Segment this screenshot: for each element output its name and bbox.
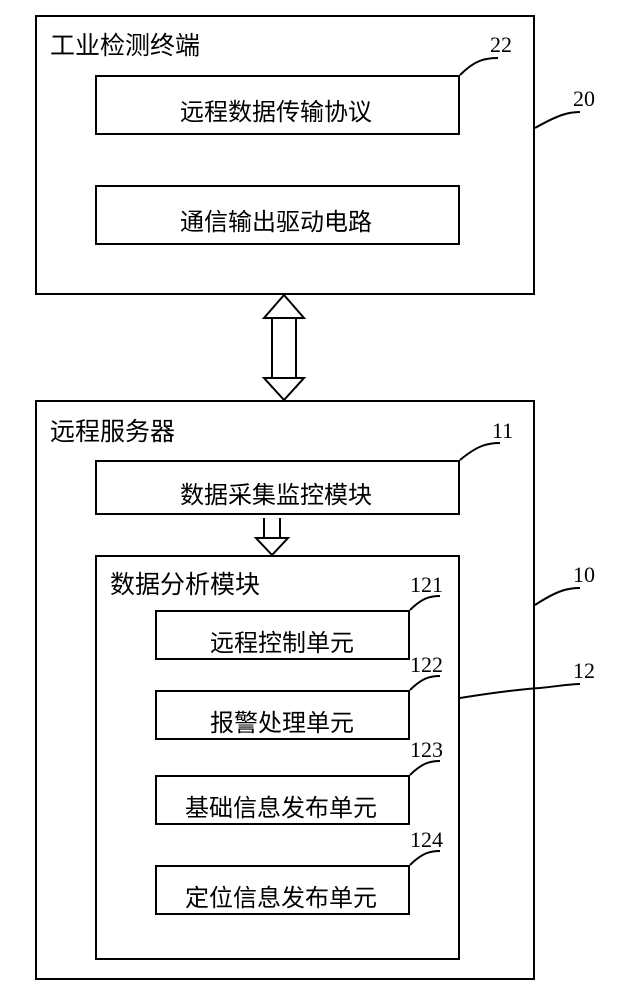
num-12: 12 <box>573 658 595 684</box>
leader-12 <box>0 0 621 1000</box>
